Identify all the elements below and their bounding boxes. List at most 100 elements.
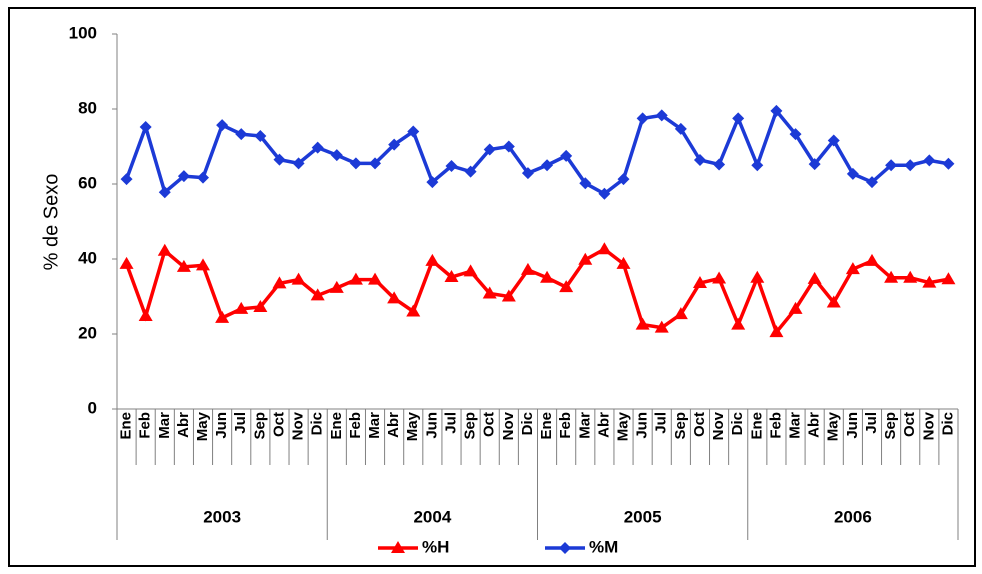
x-tick-label: Feb xyxy=(557,412,574,439)
marker xyxy=(923,154,936,167)
line xyxy=(124,247,949,336)
x-tick-label: Oct xyxy=(901,412,918,437)
marker xyxy=(827,134,840,147)
y-tick-label: 0 xyxy=(88,398,97,417)
marker xyxy=(732,112,745,125)
marker xyxy=(598,187,611,200)
x-tick-label: Nov xyxy=(920,411,937,440)
x-tick-label: Sep xyxy=(251,412,268,440)
group-label: 2004 xyxy=(413,507,451,526)
marker xyxy=(444,270,459,282)
x-tick-label: Nov xyxy=(290,411,307,440)
x-tick-label: Abr xyxy=(175,412,192,438)
marker xyxy=(483,143,496,156)
x-tick-label: Dic xyxy=(309,412,326,435)
marker xyxy=(655,109,668,122)
marker xyxy=(388,138,401,151)
marker xyxy=(922,275,937,288)
marker xyxy=(387,291,402,304)
marker xyxy=(865,176,878,189)
marker xyxy=(176,259,191,272)
group-label: 2003 xyxy=(203,507,241,526)
y-tick-label: 100 xyxy=(69,23,97,42)
marker xyxy=(235,128,248,141)
marker xyxy=(215,310,230,323)
marker xyxy=(541,159,554,172)
chart-frame xyxy=(8,7,976,567)
x-tick-label: Abr xyxy=(385,412,402,438)
x-tick-label: Feb xyxy=(137,412,154,439)
marker xyxy=(329,280,344,293)
marker xyxy=(673,307,688,320)
marker xyxy=(750,270,765,283)
marker xyxy=(120,173,133,186)
marker xyxy=(751,159,764,172)
marker xyxy=(616,256,631,269)
marker xyxy=(253,300,268,312)
x-tick-label: Dic xyxy=(729,412,746,435)
x-tick-label: Mar xyxy=(787,412,804,439)
marker xyxy=(368,272,383,285)
marker xyxy=(197,171,210,184)
y-axis-title: % de Sexo xyxy=(40,174,62,271)
x-tick-label: Jun xyxy=(844,412,861,439)
marker xyxy=(559,542,571,554)
x-tick-label: May xyxy=(194,411,211,441)
marker xyxy=(864,253,879,266)
y-tick-label: 20 xyxy=(78,323,97,342)
marker xyxy=(177,170,190,183)
marker xyxy=(196,258,211,271)
x-tick-label: Dic xyxy=(939,412,956,435)
marker xyxy=(731,317,746,330)
marker xyxy=(425,253,440,266)
marker xyxy=(807,271,822,284)
marker xyxy=(139,121,152,133)
marker xyxy=(941,272,956,285)
marker xyxy=(311,141,324,154)
marker xyxy=(463,264,478,277)
x-tick-label: Feb xyxy=(347,412,364,439)
y-tick-label: 40 xyxy=(78,248,97,267)
marker xyxy=(520,262,535,275)
marker xyxy=(521,167,534,180)
marker xyxy=(560,149,573,162)
x-tick-label: Oct xyxy=(481,412,498,437)
x-tick-label: Nov xyxy=(500,411,517,440)
x-tick-label: Jul xyxy=(232,412,249,434)
y-tick-label: 80 xyxy=(78,98,97,117)
marker xyxy=(712,271,727,284)
marker xyxy=(617,173,630,186)
x-tick-label: Jul xyxy=(653,412,670,434)
marker xyxy=(502,140,515,153)
marker xyxy=(635,317,650,330)
marker xyxy=(903,270,918,283)
x-tick-label: Mar xyxy=(576,412,593,439)
marker xyxy=(692,276,707,288)
x-tick-label: Ene xyxy=(118,412,135,440)
legend-label: %H xyxy=(422,537,449,556)
marker xyxy=(578,252,593,265)
marker xyxy=(904,159,917,172)
marker xyxy=(808,158,821,171)
x-tick-label: Jun xyxy=(213,412,230,439)
marker xyxy=(884,270,899,283)
x-tick-label: Abr xyxy=(806,412,823,438)
marker xyxy=(482,286,497,299)
x-tick-label: Oct xyxy=(691,412,708,437)
marker xyxy=(349,157,362,170)
line xyxy=(124,107,949,196)
x-tick-label: Sep xyxy=(462,412,479,440)
group-label: 2005 xyxy=(624,507,662,526)
x-tick-label: May xyxy=(404,411,421,441)
x-tick-label: Jul xyxy=(863,412,880,434)
marker xyxy=(426,176,439,189)
marker xyxy=(885,159,898,172)
marker xyxy=(845,262,860,275)
group-label: 2006 xyxy=(834,507,872,526)
marker xyxy=(464,165,477,178)
x-tick-label: Mar xyxy=(366,412,383,439)
x-tick-label: Ene xyxy=(538,412,555,440)
marker xyxy=(291,272,306,285)
marker xyxy=(157,243,172,256)
